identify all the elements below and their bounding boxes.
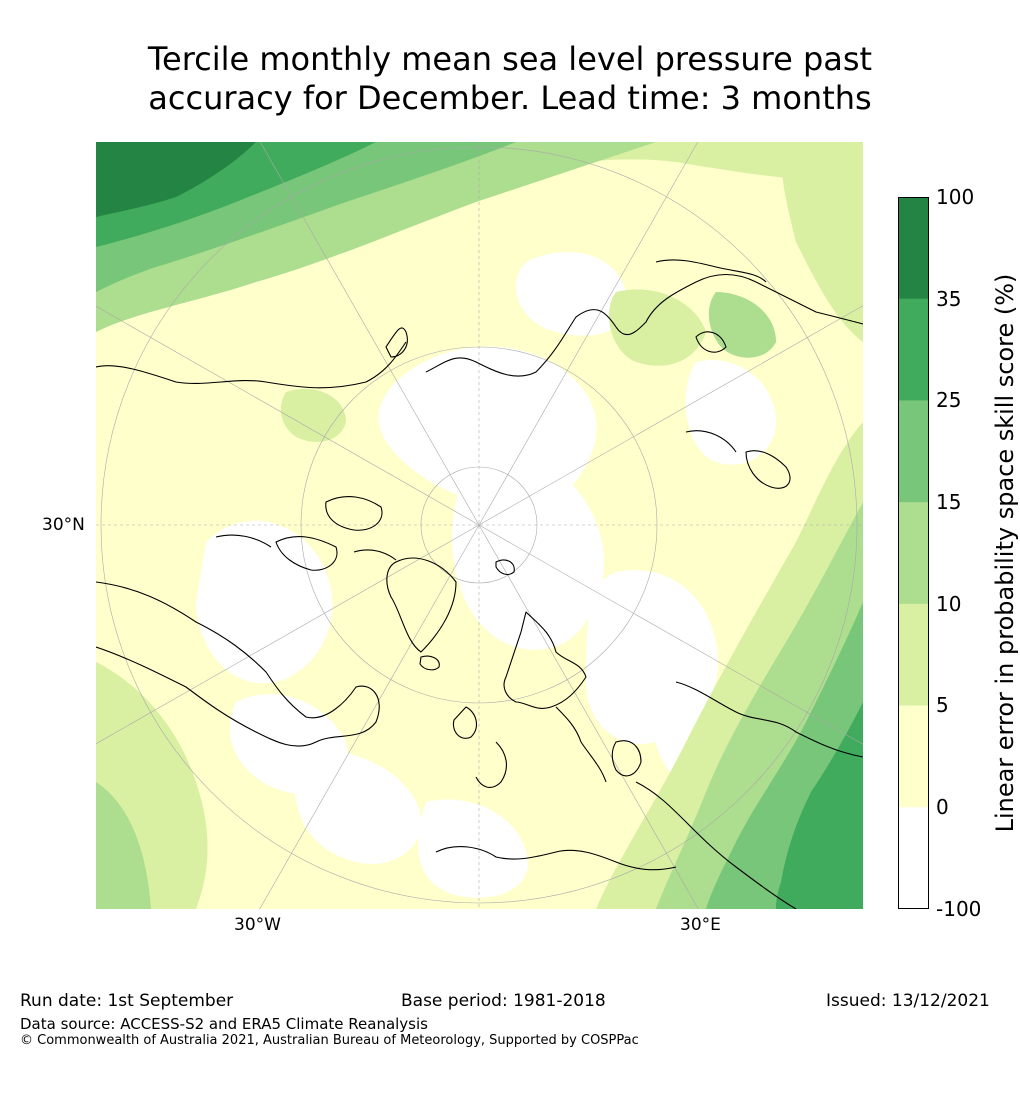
colorbar-bin: [898, 603, 929, 707]
colorbar-label: Linear error in probability space skill …: [991, 273, 1019, 833]
issued-date: Issued: 13/12/2021: [826, 991, 990, 1011]
lon-label-30e: 30°E: [680, 915, 721, 935]
coastlines: [96, 259, 863, 909]
data-source: Data source: ACCESS-S2 and ERA5 Climate …: [20, 1015, 428, 1033]
skill-field-negative: [196, 252, 776, 898]
lat-label-30n: 30°N: [42, 515, 85, 535]
colorbar-tick-10: 10: [936, 592, 962, 616]
colorbar-bin: [898, 298, 929, 401]
europe-coast: [503, 611, 587, 709]
graticule: [96, 142, 863, 909]
colorbar-bin: [898, 705, 929, 808]
colorbar-bin: [898, 807, 929, 909]
colorbar-tick-15: 15: [936, 490, 962, 514]
colorbar-bin: [898, 197, 929, 300]
title-line-2: accuracy for December. Lead time: 3 mont…: [148, 79, 872, 117]
colorbar-bin: [898, 400, 929, 503]
colorbar-tick-5: 5: [936, 693, 949, 717]
colorbar-tick-25: 25: [936, 388, 962, 412]
colorbar: [898, 197, 929, 909]
run-date: Run date: 1st September: [20, 991, 234, 1011]
title-line-1: Tercile monthly mean sea level pressure …: [147, 40, 873, 78]
lon-label-30w: 30°W: [234, 915, 281, 935]
chart-title: Tercile monthly mean sea level pressure …: [0, 40, 1020, 118]
colorbar-tick-35: 35: [936, 287, 962, 311]
copyright: © Commonwealth of Australia 2021, Austra…: [20, 1033, 639, 1048]
polar-skill-map: [96, 142, 863, 909]
colorbar-tick-0: 0: [936, 795, 949, 819]
asia-coast: [425, 274, 863, 377]
colorbar-bin: [898, 502, 929, 605]
skill-field-35-100: [96, 142, 256, 217]
colorbar-tick-minus100: -100: [936, 897, 982, 921]
north-america-coast: [96, 581, 380, 747]
base-period: Base period: 1981-2018: [401, 991, 606, 1011]
colorbar-tick-100: 100: [936, 185, 975, 209]
greenland-coast: [386, 557, 457, 653]
